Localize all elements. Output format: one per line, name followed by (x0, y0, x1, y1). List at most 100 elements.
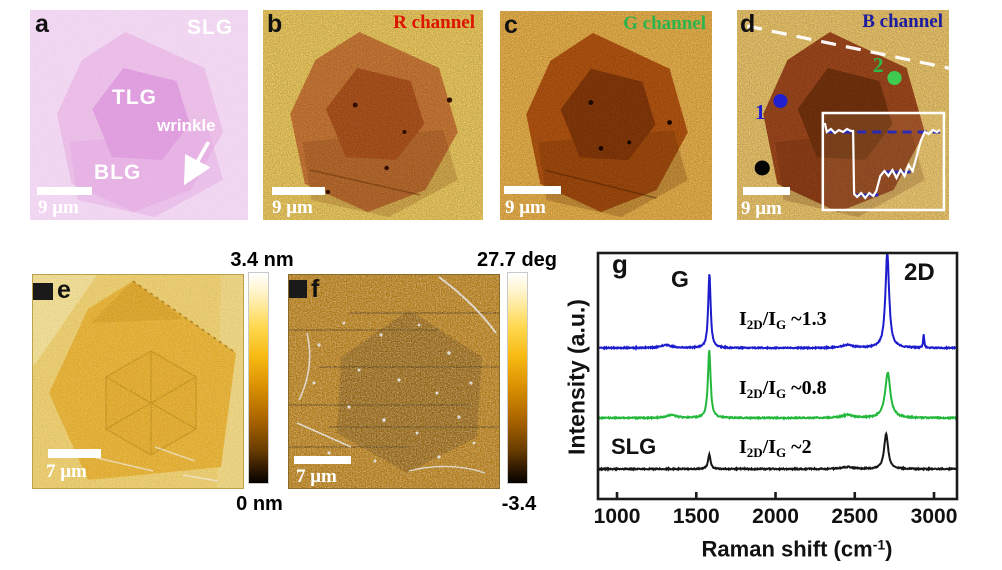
ratio-sep: / (762, 308, 769, 330)
ratio-i: I (739, 308, 747, 330)
slg-trace-spectrum (597, 431, 958, 473)
ratio-value: ~1.3 (786, 308, 827, 330)
scale-bar (504, 186, 561, 194)
green-trace-spectrum (597, 350, 958, 421)
panel-a-optical-image: a SLG TLG wrinkle BLG 9 μm (30, 10, 248, 220)
panel-letter-f: f (311, 275, 320, 303)
g-channel-label: G channel (623, 13, 706, 34)
g-channel-micrograph (500, 11, 712, 220)
phase-colorbar-max-label: 27.7 deg (476, 249, 558, 271)
ratio-i: I (768, 377, 777, 399)
ratio-label-black: I2D/IG ~2 (739, 437, 812, 459)
inset-frame (821, 111, 946, 212)
crop-dashed-line (746, 24, 949, 70)
ratio-value: ~0.8 (786, 377, 827, 399)
x-tick-label: 2000 (752, 505, 799, 528)
panel-letter-c: c (504, 11, 518, 39)
panel-letter-d: d (740, 10, 756, 38)
ratio-sub-2d: 2D (746, 386, 763, 401)
panel-c-g-channel-image: c G channel 9 μm (500, 11, 712, 220)
x-axis-label-text: Raman shift (cm (701, 536, 873, 562)
ratio-sub-2d: 2D (746, 445, 763, 460)
x-axis-label-close: ) (885, 536, 893, 562)
scale-bar (48, 449, 101, 458)
panel-e-afm-height-image: e 7 μm (32, 274, 244, 489)
panel-d-b-channel-image: d B channel 2 1 9 μm (737, 10, 949, 220)
scale-bar-label: 7 μm (46, 461, 87, 482)
panel-b-r-channel-image: b R channel 9 μm (263, 10, 483, 220)
2d-peak-label: 2D (904, 259, 935, 286)
ratio-i: I (768, 308, 777, 330)
afm-phase-micrograph (289, 275, 499, 488)
height-colorbar-max-label: 3.4 nm (230, 249, 294, 271)
panel-letter-a: a (35, 10, 49, 38)
x-tick-label: 1500 (672, 505, 720, 528)
ratio-label-blue: I2D/IG ~1.3 (739, 309, 827, 331)
panel-f-afm-phase-image: f 7 μm (288, 274, 500, 489)
scale-bar-label: 9 μm (741, 198, 782, 219)
ratio-i: I (739, 377, 747, 399)
ratio-label-green: I2D/IG ~0.8 (739, 378, 827, 400)
panel-letter-b: b (267, 10, 283, 38)
blg-label: BLG (94, 161, 142, 184)
ratio-sub-g: G (776, 317, 787, 332)
scale-bar (272, 187, 325, 195)
point-1-marker (773, 94, 788, 108)
noise-texture (500, 11, 712, 220)
x-tick-label: 1000 (593, 505, 641, 528)
y-axis-label: Intensity (a.u.) (563, 299, 590, 455)
scale-bar (743, 187, 790, 195)
point-2-label: 2 (873, 53, 884, 77)
slg-trace-label: SLG (611, 434, 657, 459)
ratio-sub-g: G (776, 445, 787, 460)
x-axis-label: Raman shift (cm-1) (702, 538, 893, 561)
scale-bar-label: 9 μm (38, 197, 79, 218)
blue-trace-spectrum (597, 253, 958, 352)
height-profile-inset (821, 111, 946, 212)
scale-bar-label: 9 μm (272, 197, 313, 218)
height-profile-line (823, 122, 941, 200)
point-1-label: 1 (755, 100, 766, 124)
ratio-sep: / (762, 436, 769, 458)
phase-colorbar (507, 272, 528, 484)
x-axis-label-exponent: -1 (872, 536, 886, 553)
height-colorbar (248, 272, 269, 484)
noise-texture (30, 10, 248, 220)
noise-texture (263, 10, 483, 220)
speckle-texture (289, 275, 499, 488)
corner-artifact (33, 283, 53, 300)
height-colorbar-min-label: 0 nm (236, 493, 283, 515)
ratio-sub-2d: 2D (746, 317, 763, 332)
ratio-sub-g: G (776, 386, 787, 401)
point-2-marker (887, 71, 902, 85)
b-channel-label: B channel (862, 11, 943, 32)
tlg-label: TLG (112, 86, 157, 109)
scale-bar-label: 7 μm (296, 466, 337, 487)
ratio-value: ~2 (786, 436, 812, 458)
raman-spectra-plot (596, 251, 959, 501)
slg-label: SLG (187, 16, 234, 39)
scale-bar-label: 9 μm (505, 197, 546, 218)
substrate-point-marker (754, 160, 770, 176)
phase-colorbar-min-label: -3.4 (501, 493, 537, 515)
g-peak-label: G (671, 266, 689, 292)
corner-artifact (289, 280, 307, 298)
panel-letter-g: g (612, 249, 628, 279)
scale-bar (294, 456, 351, 464)
plot-frame (596, 251, 959, 501)
optical-micrograph (30, 10, 248, 220)
noise-texture (737, 10, 949, 220)
ratio-sep: / (762, 377, 769, 399)
ratio-i: I (768, 436, 777, 458)
r-channel-label: R channel (393, 12, 475, 33)
x-tick-label: 3000 (910, 505, 958, 528)
r-channel-micrograph (263, 10, 483, 220)
x-tick-label: 2500 (831, 505, 879, 528)
wrinkle-arrow (183, 141, 211, 186)
ratio-i: I (739, 436, 747, 458)
afm-height-micrograph (33, 275, 243, 488)
b-channel-micrograph (737, 10, 949, 220)
scale-bar (37, 187, 92, 195)
wrinkle-label: wrinkle (157, 116, 216, 135)
